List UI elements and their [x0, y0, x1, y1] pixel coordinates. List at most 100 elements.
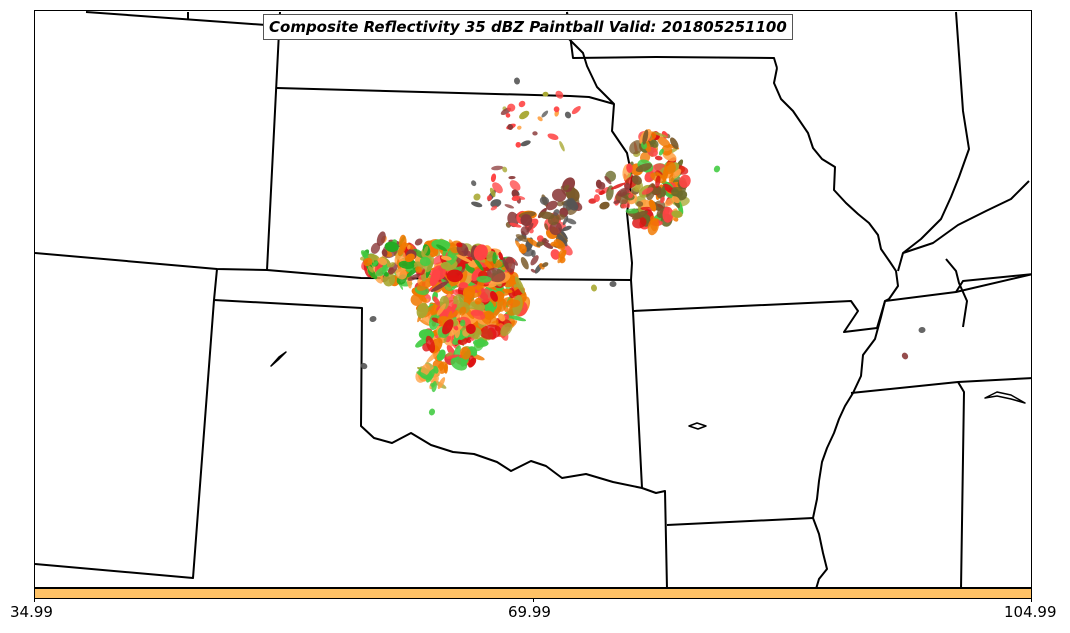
reflectivity-blob	[498, 313, 506, 322]
reflectivity-blob	[431, 239, 451, 250]
state-boundary	[213, 299, 668, 587]
reflectivity-blob	[414, 238, 423, 246]
reflectivity-blob	[473, 244, 488, 261]
reflectivity-blob	[471, 180, 477, 187]
reflectivity-blob	[464, 262, 475, 274]
reflectivity-blob	[462, 285, 476, 299]
reflectivity-blob	[610, 182, 626, 190]
reflectivity-blob	[473, 338, 485, 352]
state-boundary	[276, 87, 633, 281]
reflectivity-blob	[442, 319, 454, 335]
reflectivity-blob	[370, 242, 381, 254]
reflectivity-blob	[369, 315, 377, 323]
reflectivity-blob	[360, 250, 370, 260]
reflectivity-blob	[551, 188, 567, 202]
reflectivity-blob	[422, 245, 429, 256]
map-panel	[34, 10, 1032, 588]
reflectivity-blob	[505, 113, 511, 118]
reflectivity-blob	[468, 355, 475, 367]
reflectivity-blob	[459, 319, 466, 327]
reflectivity-blob	[440, 261, 452, 270]
reflectivity-blob	[626, 163, 633, 173]
reflectivity-blob	[398, 260, 415, 269]
reflectivity-blob	[416, 302, 429, 319]
reflectivity-blob	[415, 337, 429, 348]
reflectivity-blob	[446, 345, 456, 357]
reflectivity-blob	[492, 252, 497, 264]
reflectivity-blob	[557, 249, 567, 264]
reflectivity-blob	[457, 339, 462, 345]
colorbar-tick-label: 34.99	[10, 603, 53, 621]
reflectivity-blob	[508, 175, 516, 180]
reflectivity-blob	[502, 166, 508, 173]
reflectivity-blob	[459, 346, 471, 360]
reflectivity-blob	[443, 363, 448, 374]
reflectivity-blob	[504, 204, 515, 209]
reflectivity-blob	[531, 249, 536, 258]
reflectivity-blob	[542, 91, 549, 97]
reflectivity-blob	[541, 238, 549, 244]
reflectivity-blob	[649, 199, 657, 212]
reflectivity-blob	[446, 269, 463, 283]
reflectivity-blob	[518, 100, 526, 108]
reflectivity-blob	[388, 262, 398, 275]
state-boundary	[632, 273, 1031, 333]
river-border	[902, 180, 1030, 254]
reflectivity-blob	[505, 299, 521, 308]
reflectivity-blob	[383, 271, 389, 277]
reflectivity-blob	[556, 200, 565, 207]
reflectivity-blob	[502, 288, 513, 294]
reflectivity-blob	[458, 282, 469, 289]
reflectivity-blob	[433, 296, 440, 306]
reflectivity-blob	[456, 242, 463, 248]
reflectivity-blob	[404, 253, 415, 263]
state-boundary	[955, 273, 1031, 293]
reflectivity-blob	[473, 256, 484, 271]
reflectivity-blob	[650, 139, 659, 148]
reflectivity-blob	[480, 324, 502, 340]
reflectivity-blob	[526, 223, 534, 233]
reflectivity-blob	[440, 255, 452, 261]
reflectivity-blob	[520, 140, 531, 147]
state-boundary	[957, 381, 965, 587]
reflectivity-blob	[465, 323, 476, 334]
reflectivity-blob	[426, 368, 436, 383]
reflectivity-blob	[407, 244, 411, 250]
reflectivity-blob	[599, 201, 610, 210]
river-border	[773, 67, 899, 587]
reflectivity-blob	[679, 174, 691, 188]
reflectivity-blob	[550, 249, 561, 260]
reflectivity-blob	[664, 197, 675, 207]
state-boundary	[35, 11, 281, 271]
reflectivity-blob	[632, 210, 648, 220]
reflectivity-blob	[561, 225, 572, 232]
reflectivity-blob	[416, 278, 434, 291]
reflectivity-blob	[547, 214, 560, 226]
reflectivity-blob	[363, 257, 373, 267]
reflectivity-blob	[520, 256, 529, 270]
reflectivity-blob	[384, 241, 399, 253]
reflectivity-blob	[557, 233, 568, 247]
reflectivity-blob	[654, 155, 663, 161]
state-boundary	[897, 11, 970, 272]
reflectivity-blob	[490, 205, 498, 211]
reflectivity-blob	[490, 199, 502, 208]
reflectivity-blob	[430, 382, 435, 387]
reflectivity-blob	[670, 137, 679, 150]
reflectivity-blob	[672, 168, 682, 179]
reflectivity-blob	[492, 305, 501, 319]
reflectivity-blob	[604, 175, 612, 185]
reflectivity-blob	[368, 265, 374, 273]
reflectivity-blob	[490, 291, 498, 302]
reflectivity-blob	[662, 206, 674, 223]
reflectivity-blob	[671, 196, 680, 204]
reflectivity-blob	[426, 350, 440, 363]
reflectivity-blob	[647, 217, 659, 236]
state-boundary	[35, 268, 218, 579]
reflectivity-blob	[492, 182, 503, 194]
reflectivity-blob	[376, 231, 386, 246]
lake-outline	[688, 422, 707, 430]
reflectivity-blob	[428, 408, 436, 416]
reflectivity-blob	[451, 303, 458, 311]
reflectivity-blob	[519, 110, 530, 120]
